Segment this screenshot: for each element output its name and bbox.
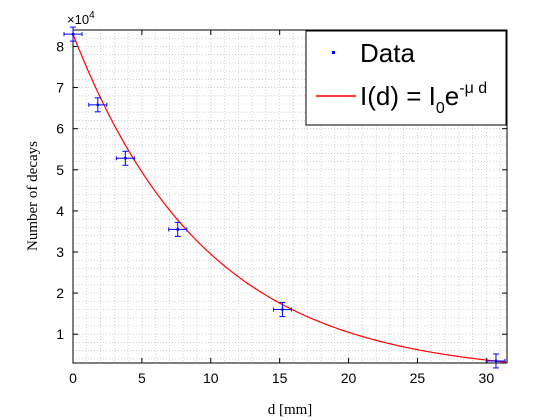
- y-exponent-power: 4: [89, 10, 95, 21]
- y-exponent-base: ×10: [67, 12, 89, 27]
- data-point: [272, 302, 292, 318]
- data-point: [115, 150, 135, 166]
- legend-fit-label: I(d) = I0e-μ d: [360, 80, 487, 117]
- data-point: [88, 97, 108, 113]
- legend-fit-e: e: [445, 81, 459, 111]
- data-point-marker: [176, 228, 179, 231]
- legend: Data I(d) = I0e-μ d: [305, 30, 507, 126]
- x-tick-label: 0: [69, 370, 77, 386]
- y-tick-label: 3: [56, 244, 64, 260]
- data-point-marker: [281, 308, 284, 311]
- data-point-marker: [124, 157, 127, 160]
- legend-box: [305, 30, 507, 126]
- y-tick-label: 8: [56, 38, 64, 54]
- legend-fit-sub: 0: [436, 100, 445, 117]
- axis-ticks: 0 5 10 15 20 25 30 1 2 3 4 5 6 7 8: [56, 30, 507, 386]
- data-point: [168, 221, 188, 237]
- x-tick-label: 25: [410, 370, 426, 386]
- y-tick-label: 4: [56, 203, 64, 219]
- y-tick-label: 6: [56, 121, 64, 137]
- plot-frame: [72, 29, 508, 364]
- fit-curve-group: [72, 33, 508, 363]
- x-tick-label: 15: [272, 370, 288, 386]
- data-point-marker: [71, 32, 75, 36]
- x-axis-label: d [mm]: [268, 402, 313, 418]
- fit-curve: [72, 33, 508, 363]
- x-tick-label: 5: [138, 370, 146, 386]
- y-tick-label: 7: [56, 80, 64, 96]
- grid: [72, 29, 507, 363]
- data-point: [486, 353, 506, 369]
- y-tick-label: 5: [56, 162, 64, 178]
- data-points-group: [63, 26, 506, 369]
- x-tick-label: 30: [479, 370, 495, 386]
- data-point-marker: [494, 359, 498, 363]
- data-point-marker: [96, 103, 99, 107]
- y-tick-label: 1: [56, 326, 64, 342]
- data-point: [63, 26, 83, 42]
- y-tick-label: 2: [56, 285, 64, 301]
- legend-fit-sup: -μ d: [459, 80, 487, 97]
- x-tick-label: 10: [203, 370, 219, 386]
- y-exponent-label: ×104: [67, 10, 95, 27]
- legend-data-marker: [332, 51, 335, 54]
- x-tick-label: 20: [341, 370, 357, 386]
- y-axis-label: Number of decays: [25, 141, 41, 251]
- legend-fit-main: I(d) = I: [360, 81, 436, 111]
- legend-data-label: Data: [360, 38, 415, 68]
